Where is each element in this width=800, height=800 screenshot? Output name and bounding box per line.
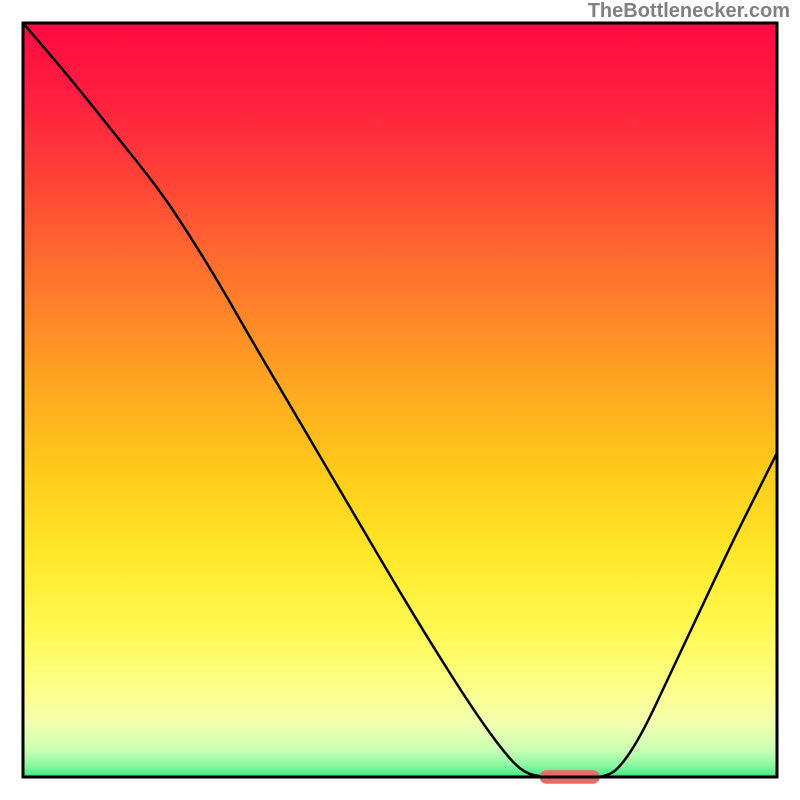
bottleneck-chart bbox=[0, 0, 800, 800]
watermark-text: TheBottlenecker.com bbox=[588, 0, 790, 23]
gradient-background bbox=[23, 23, 777, 777]
chart-container: TheBottlenecker.com bbox=[0, 0, 800, 800]
